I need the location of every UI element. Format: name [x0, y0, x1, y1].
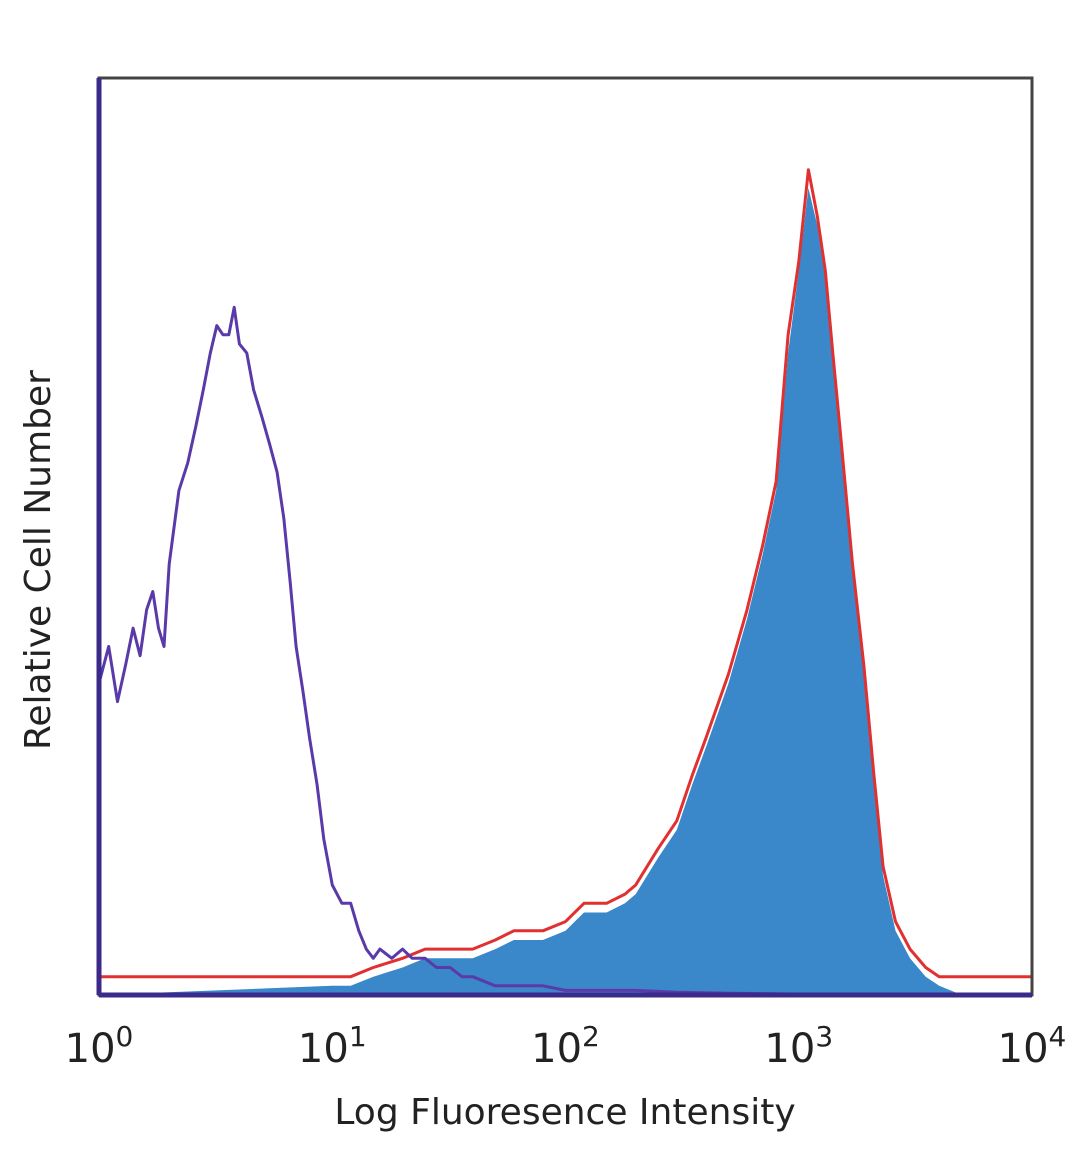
x-tick-label-1: 101	[298, 1020, 367, 1072]
series-filled-histogram	[99, 188, 1032, 995]
x-axis-label: Log Fluoresence Intensity	[334, 1092, 795, 1133]
x-tick-label-2: 102	[531, 1020, 600, 1072]
x-tick-label-0: 100	[65, 1020, 134, 1072]
series-outline-histogram-0	[97, 305, 1033, 997]
x-tick-labels: 100 101 102 103 104	[65, 1020, 1067, 1072]
series-layer	[97, 168, 1033, 997]
plot-frame	[97, 76, 1034, 997]
series-outline-histogram-1	[99, 168, 1032, 979]
y-axis-label: Relative Cell Number	[18, 370, 59, 750]
x-tick-label-3: 103	[764, 1020, 833, 1072]
x-tick-label-4: 104	[998, 1020, 1067, 1072]
